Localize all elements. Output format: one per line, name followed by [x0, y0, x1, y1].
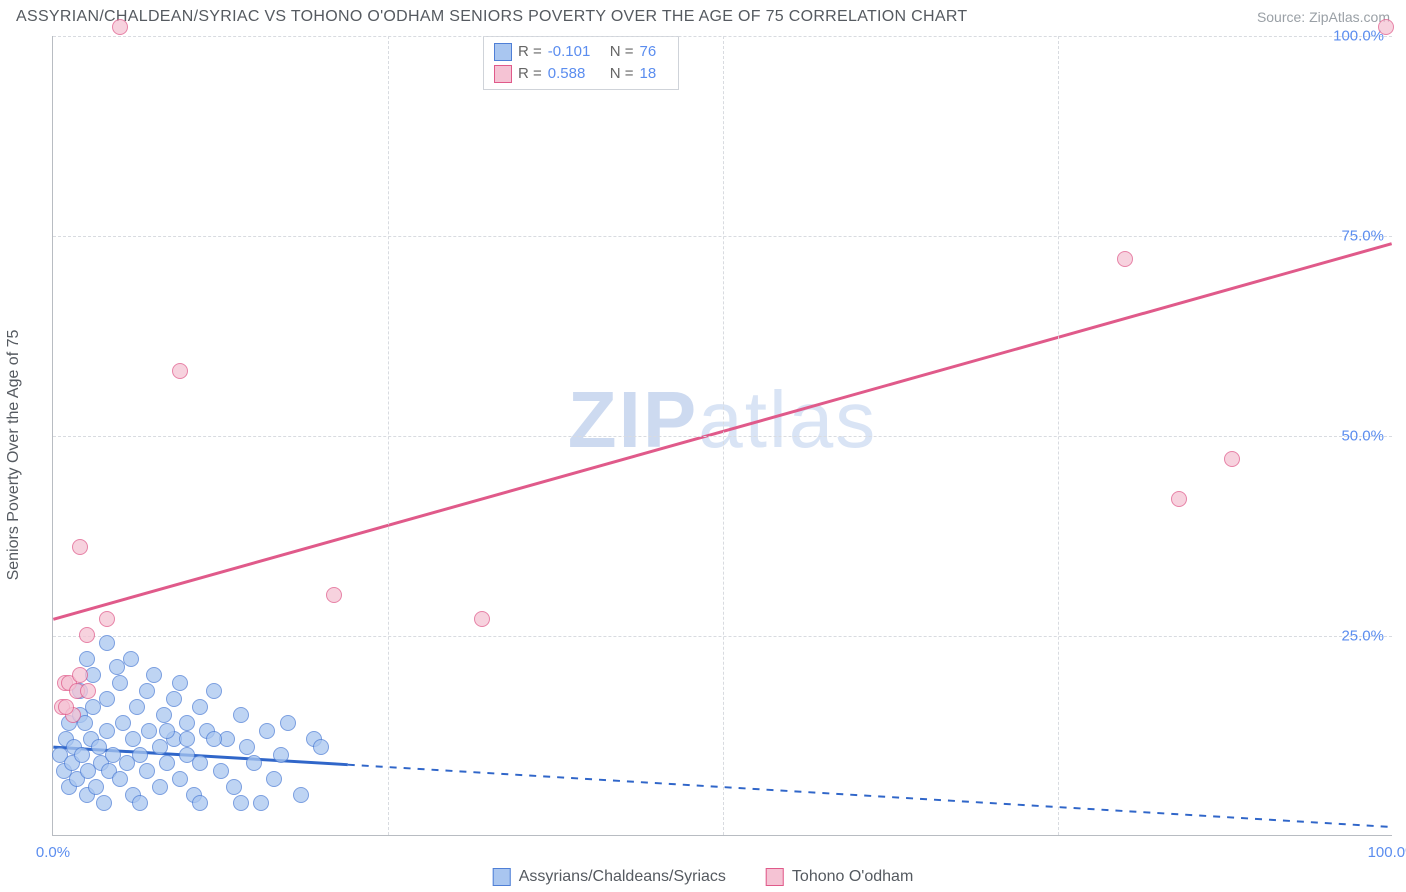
data-point: [72, 539, 88, 555]
y-tick-label: 50.0%: [1341, 428, 1384, 445]
data-point: [293, 787, 309, 803]
bottom-legend-item: Tohono O'odham: [766, 868, 913, 886]
data-point: [273, 747, 289, 763]
data-point: [166, 691, 182, 707]
bottom-legend-item: Assyrians/Chaldeans/Syriacs: [493, 868, 726, 886]
bottom-legend-label: Tohono O'odham: [792, 868, 913, 886]
data-point: [74, 747, 90, 763]
data-point: [123, 651, 139, 667]
legend-n-label: N =: [610, 41, 634, 63]
data-point: [313, 739, 329, 755]
data-point: [132, 747, 148, 763]
gridline-vertical: [1058, 36, 1059, 835]
y-tick-label: 75.0%: [1341, 228, 1384, 245]
data-point: [1171, 491, 1187, 507]
data-point: [179, 731, 195, 747]
data-point: [115, 715, 131, 731]
chart-plot-area: ZIPatlas R = -0.101N = 76R = 0.588N = 18…: [52, 36, 1392, 836]
data-point: [266, 771, 282, 787]
chart-title: ASSYRIAN/CHALDEAN/SYRIAC VS TOHONO O'ODH…: [16, 8, 967, 26]
data-point: [192, 755, 208, 771]
data-point: [99, 691, 115, 707]
data-point: [326, 587, 342, 603]
data-point: [141, 723, 157, 739]
data-point: [152, 779, 168, 795]
data-point: [280, 715, 296, 731]
trend-line-dashed: [348, 765, 1392, 827]
data-point: [156, 707, 172, 723]
legend-swatch: [494, 65, 512, 83]
legend-n-value: 18: [640, 63, 668, 85]
data-point: [233, 795, 249, 811]
data-point: [206, 683, 222, 699]
data-point: [146, 667, 162, 683]
gridline-vertical: [388, 36, 389, 835]
bottom-legend: Assyrians/Chaldeans/Syriacs Tohono O'odha…: [493, 868, 914, 886]
x-tick-label: 0.0%: [36, 844, 70, 861]
data-point: [80, 683, 96, 699]
data-point: [206, 731, 222, 747]
legend-swatch: [766, 868, 784, 886]
data-point: [88, 779, 104, 795]
bottom-legend-label: Assyrians/Chaldeans/Syriacs: [519, 868, 726, 886]
y-tick-label: 100.0%: [1333, 28, 1384, 45]
stats-legend-row: R = -0.101 N = 76: [494, 41, 668, 63]
data-point: [112, 19, 128, 35]
legend-n-label: N =: [610, 63, 634, 85]
y-axis-title: Seniors Poverty Over the Age of 75: [5, 330, 23, 581]
stats-legend-row: R = 0.588 N = 18: [494, 63, 668, 85]
data-point: [239, 739, 255, 755]
legend-r-value: -0.101: [548, 41, 604, 63]
data-point: [474, 611, 490, 627]
legend-r-value: 0.588: [548, 63, 604, 85]
data-point: [139, 683, 155, 699]
data-point: [1224, 451, 1240, 467]
data-point: [213, 763, 229, 779]
data-point: [259, 723, 275, 739]
data-point: [172, 675, 188, 691]
data-point: [253, 795, 269, 811]
data-point: [226, 779, 242, 795]
data-point: [192, 699, 208, 715]
data-point: [132, 795, 148, 811]
data-point: [79, 651, 95, 667]
data-point: [58, 699, 74, 715]
data-point: [72, 667, 88, 683]
data-point: [112, 675, 128, 691]
data-point: [159, 723, 175, 739]
x-tick-label: 100.0%: [1368, 844, 1406, 861]
data-point: [99, 635, 115, 651]
data-point: [159, 755, 175, 771]
legend-r-label: R =: [518, 63, 542, 85]
data-point: [1378, 19, 1394, 35]
data-point: [192, 795, 208, 811]
data-point: [99, 611, 115, 627]
data-point: [139, 763, 155, 779]
data-point: [233, 707, 249, 723]
stats-legend-box: R = -0.101 N = 76 R = 0.588 N = 18: [483, 36, 679, 90]
data-point: [172, 771, 188, 787]
legend-r-label: R =: [518, 41, 542, 63]
y-tick-label: 25.0%: [1341, 628, 1384, 645]
legend-swatch: [493, 868, 511, 886]
header-bar: ASSYRIAN/CHALDEAN/SYRIAC VS TOHONO O'ODH…: [0, 0, 1406, 30]
legend-n-value: 76: [640, 41, 668, 63]
data-point: [1117, 251, 1133, 267]
data-point: [246, 755, 262, 771]
data-point: [112, 771, 128, 787]
legend-swatch: [494, 43, 512, 61]
data-point: [96, 795, 112, 811]
data-point: [125, 731, 141, 747]
data-point: [91, 739, 107, 755]
data-point: [179, 715, 195, 731]
source-label: Source: ZipAtlas.com: [1257, 9, 1390, 25]
gridline-vertical: [723, 36, 724, 835]
data-point: [99, 723, 115, 739]
data-point: [172, 363, 188, 379]
data-point: [79, 627, 95, 643]
data-point: [129, 699, 145, 715]
